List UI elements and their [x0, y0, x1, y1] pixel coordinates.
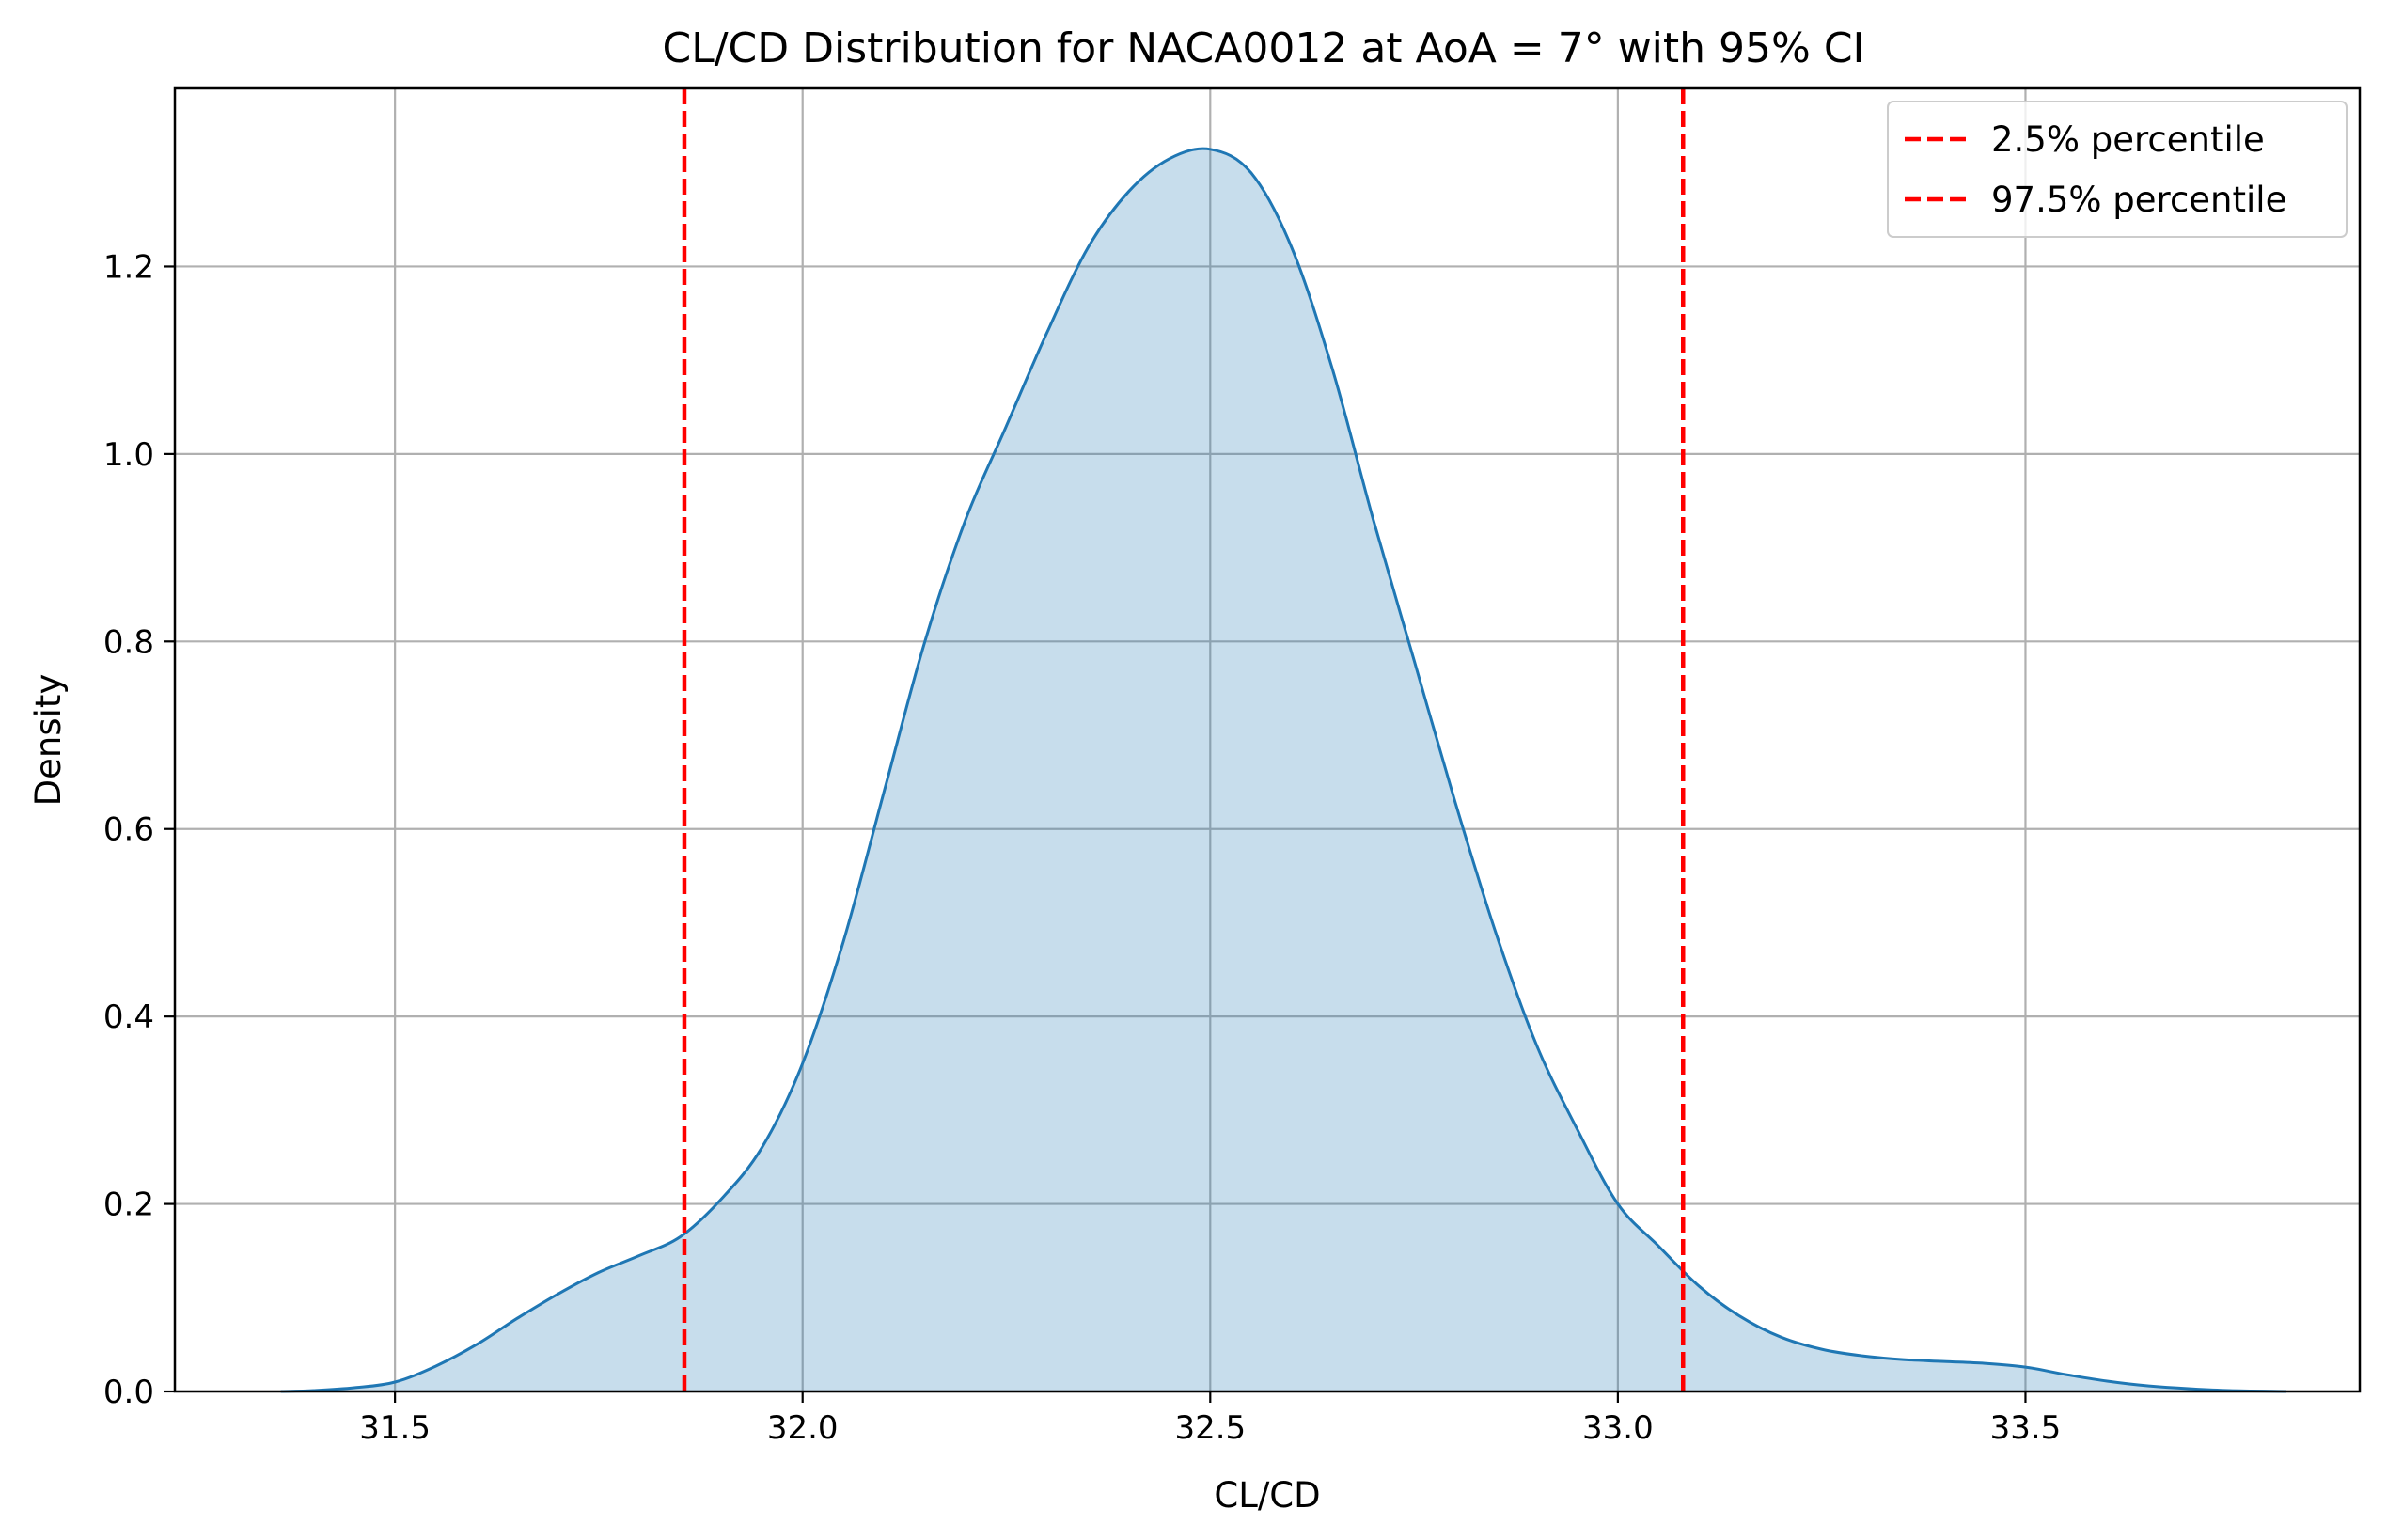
y-tick-label: 0.0 [103, 1374, 154, 1411]
x-tick-label: 32.0 [767, 1409, 839, 1447]
legend-label: 2.5% percentile [1991, 119, 2265, 160]
y-tick-label: 0.6 [103, 811, 154, 849]
chart-title: CL/CD Distribution for NACA0012 at AoA =… [662, 24, 1864, 72]
percentile-lines [682, 88, 1686, 1391]
y-tick-label: 0.2 [103, 1186, 154, 1224]
y-tick-label: 1.0 [103, 436, 154, 474]
axis-ticks: 31.5 32.0 32.5 33.0 33.5 0.0 0.2 0.4 0.6 0.8 1.0 1.… [103, 248, 2061, 1447]
x-tick-label: 32.5 [1174, 1409, 1246, 1447]
grid [175, 88, 2360, 1393]
x-tick-label: 33.0 [1582, 1409, 1654, 1447]
y-axis-label: Density [28, 674, 69, 807]
density-fill [280, 149, 2287, 1392]
y-tick-label: 0.8 [103, 623, 154, 661]
plot-frame [173, 86, 2362, 1393]
x-tick-label: 31.5 [359, 1409, 431, 1447]
x-tick-label: 33.5 [1990, 1409, 2062, 1447]
x-axis-label: CL/CD [1214, 1475, 1320, 1516]
y-tick-label: 1.2 [103, 248, 154, 286]
y-tick-label: 0.4 [103, 998, 154, 1036]
legend-label: 97.5% percentile [1991, 180, 2286, 220]
legend: 2.5% percentile 97.5% percentile [1887, 101, 2348, 238]
legend-box [1887, 101, 2348, 238]
density-curve [280, 147, 2287, 1393]
density-area [280, 147, 2287, 1393]
